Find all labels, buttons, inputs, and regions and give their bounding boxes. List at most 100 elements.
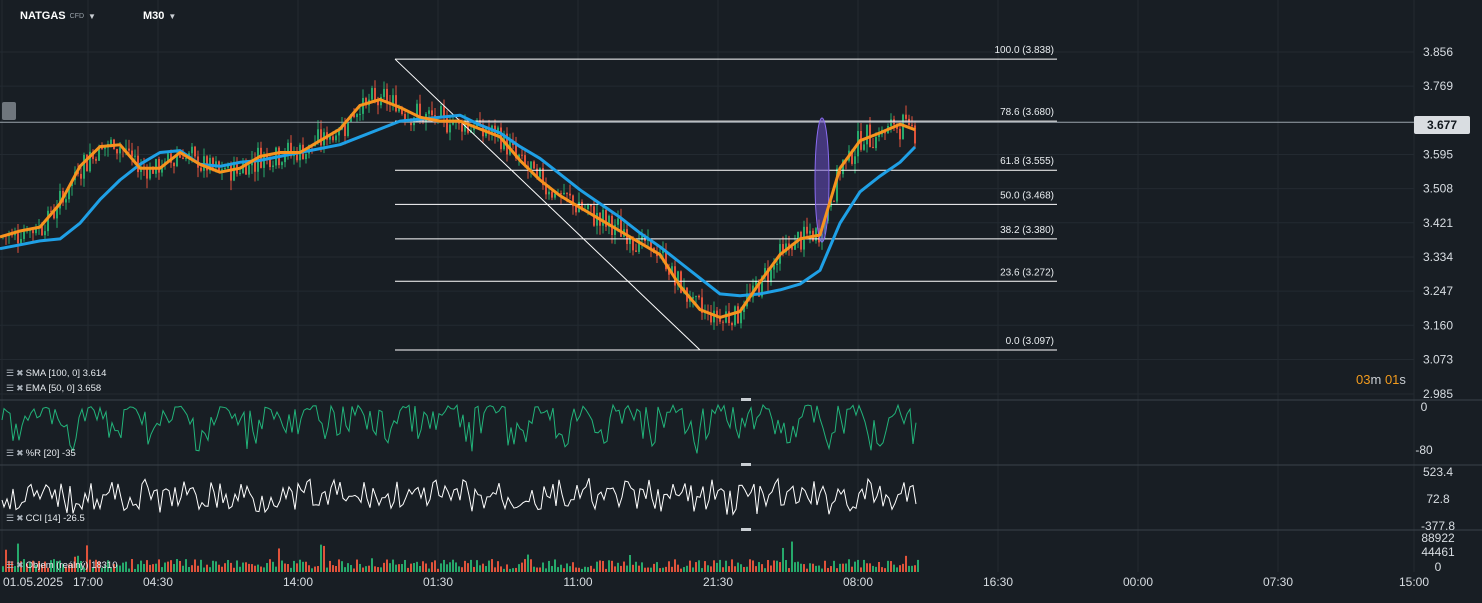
volume-bar [767,560,769,572]
indicator-label-wr[interactable]: ☰ ✖ %R [20] -35 [6,448,76,459]
candle-body [53,211,55,219]
volume-bar [227,559,229,572]
menu-icon[interactable]: ☰ [6,368,15,378]
indicator-label-ema[interactable]: ☰ ✖ EMA [50, 0] 3.658 [6,383,101,394]
candle-body [233,161,235,181]
candle-body [191,146,193,154]
candle-body [764,268,766,277]
volume-bar [146,560,148,572]
candle-body [47,210,49,232]
volume-bar [341,561,343,572]
candle-body [701,297,703,313]
close-icon[interactable]: ✖ [16,448,24,458]
candle-body [905,114,907,119]
cci-line [1,477,917,516]
volume-bar [218,564,220,572]
volume-bar [743,566,745,572]
volume-bar [575,567,577,572]
fibonacci-retracement[interactable]: 100.0 (3.838) 78.6 (3.680) 61.8 (3.555) 50.… [0,45,1414,351]
candle-body [68,185,70,200]
wr-line [1,403,917,454]
indicator-label-volume[interactable]: ☰ ✖ Objem (reálný) 18310 [6,560,118,571]
volume-bar [431,562,433,572]
volume-bar [422,561,424,572]
candle-body [878,134,880,138]
candle-body [542,168,544,186]
volume-bar [623,561,625,572]
candle-body [548,191,550,195]
candle-body [281,162,283,166]
close-icon[interactable]: ✖ [16,383,24,393]
left-price-marker[interactable] [2,102,16,120]
volume-bar [62,563,64,572]
volume-bar [323,545,325,572]
candle-body [248,165,250,175]
volume-bar [728,566,730,572]
close-icon[interactable]: ✖ [16,560,24,570]
volume-bar [650,567,652,572]
fib-level-label: 61.8 (3.555) [1000,156,1054,167]
volume-bar [632,564,634,572]
candle-body [518,154,520,159]
volume-bar [383,562,385,572]
menu-icon[interactable]: ☰ [6,513,15,523]
candle-body [587,204,589,210]
volume-bar [884,568,886,572]
candle-body [158,159,160,173]
volume-bar [65,566,67,572]
volume-bar [812,563,814,572]
volume-bar [686,565,688,572]
candle-body [758,280,760,297]
candle-body [44,231,46,236]
menu-icon[interactable]: ☰ [6,383,15,393]
volume-bar [374,566,376,572]
volume-bar [587,567,589,572]
close-icon[interactable]: ✖ [16,368,24,378]
volume-bar [377,567,379,572]
volume-bar [548,560,550,572]
timeframe-value: M30 [143,10,165,22]
timeframe-selector[interactable]: M30 ▼ [143,10,176,22]
menu-icon[interactable]: ☰ [6,448,15,458]
volume-bar [773,560,775,572]
candle-body [86,154,88,172]
price-axis-tick: 3.769 [1423,79,1453,93]
volume-bar [908,565,910,572]
volume-bar [2,566,4,572]
chevron-down-icon: ▼ [168,11,177,21]
volume-bar [365,566,367,572]
candle-body [452,121,454,125]
price-axis-tick: 3.160 [1423,318,1453,332]
volume-bar [815,565,817,572]
volume-bar [785,560,787,572]
volume-bar [704,561,706,572]
volume-bar [206,564,208,572]
volume-bar [659,568,661,572]
volume-bar [536,567,538,572]
volume-bar [875,566,877,572]
volume-bar [104,565,106,572]
volume-bar [281,560,283,572]
menu-icon[interactable]: ☰ [6,560,15,570]
volume-bar [854,561,856,572]
volume-bar [755,566,757,572]
volume-bar [77,555,79,572]
candle-body [371,88,373,100]
candle-body [185,157,187,159]
candle-body [734,306,736,326]
close-icon[interactable]: ✖ [16,513,24,523]
indicator-label-sma[interactable]: ☰ ✖ SMA [100, 0] 3.614 [6,368,106,379]
indicator-label-cci[interactable]: ☰ ✖ CCI [14] -26.5 [6,513,85,524]
candle-body [269,157,271,168]
candle-body [104,147,106,149]
volume-bar [164,562,166,572]
symbol-selector[interactable]: NATGAS CFD ▼ [20,10,96,22]
candle-body [488,127,490,134]
candle-body [200,167,202,171]
candle-body [770,269,772,283]
volume-bar [626,565,628,572]
pane-resize-handle [741,528,751,531]
volume-bar [416,561,418,572]
